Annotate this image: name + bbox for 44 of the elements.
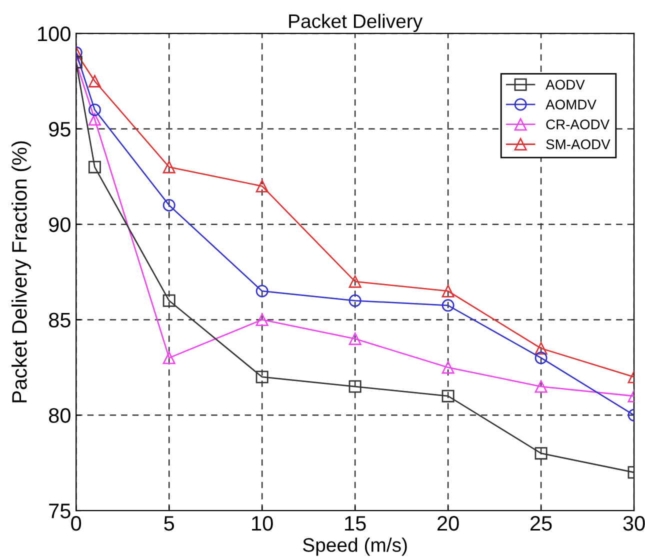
y-tick-label: 90 [49,217,70,232]
legend-label: AOMDV [546,100,596,110]
point [162,352,176,364]
y-tick-label: 95 [49,122,70,137]
point [348,380,362,393]
x-tick-label: 0 [71,516,82,531]
point [348,294,362,307]
point [534,380,548,393]
point [442,284,454,298]
point [442,299,454,312]
y-tick-label: 85 [48,312,70,328]
point [162,160,176,174]
x-tick-label: 20 [438,516,459,531]
point [256,370,268,384]
x-axis-title: Speed (m/s) [303,538,407,556]
point [88,113,101,126]
point [348,332,362,346]
point [88,74,101,88]
legend-label: SM-AODV [546,139,610,150]
point [534,342,548,355]
point [162,294,176,307]
x-tick-label: 15 [345,516,366,531]
y-axis-title: Packet Delivery Fraction (%) [12,141,31,402]
x-tick-label: 25 [530,516,552,531]
point [162,198,176,212]
y-tick-label: 75 [49,504,70,518]
x-tick-label: 5 [164,516,174,531]
point [442,361,454,374]
point [88,160,101,174]
y-tick-label: 80 [48,408,70,423]
point [256,313,268,326]
point [256,284,268,298]
chart-title: Packet Delivery [289,14,423,32]
legend-label: CR-AODV [546,120,610,130]
point [534,447,548,460]
x-tick-label: 30 [623,516,645,531]
legend-label: AODV [546,80,585,90]
point [442,390,454,402]
y-tick-label: 100 [38,26,70,42]
point [256,180,268,192]
point [348,275,362,288]
x-tick-label: 10 [252,516,273,531]
point [534,352,548,364]
point [88,104,101,116]
